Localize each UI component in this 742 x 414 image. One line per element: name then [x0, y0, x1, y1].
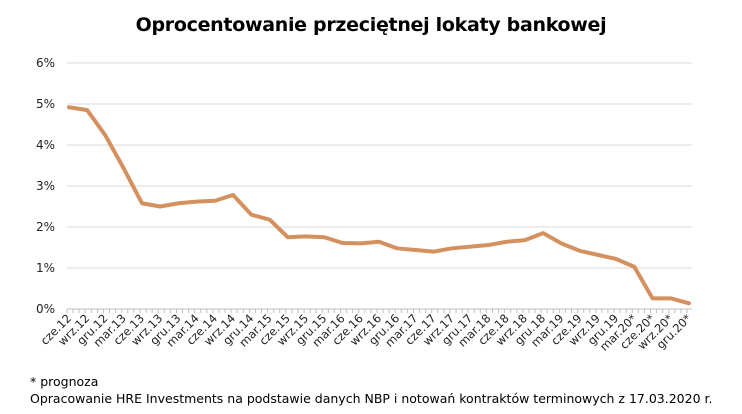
- series-line: [67, 105, 691, 306]
- y-tick-label: 1%: [36, 261, 55, 275]
- y-tick-label: 5%: [36, 97, 55, 111]
- forecast-note: * prognoza: [30, 374, 99, 389]
- source-note: Opracowanie HRE Investments na podstawie…: [30, 391, 713, 406]
- chart-title: Oprocentowanie przeciętnej lokaty bankow…: [135, 14, 607, 36]
- y-tick-label: 4%: [36, 138, 55, 152]
- y-tick-label: 0%: [36, 302, 55, 316]
- y-tick-label: 6%: [36, 56, 55, 70]
- y-tick-label: 3%: [36, 179, 55, 193]
- y-tick-label: 2%: [36, 220, 55, 234]
